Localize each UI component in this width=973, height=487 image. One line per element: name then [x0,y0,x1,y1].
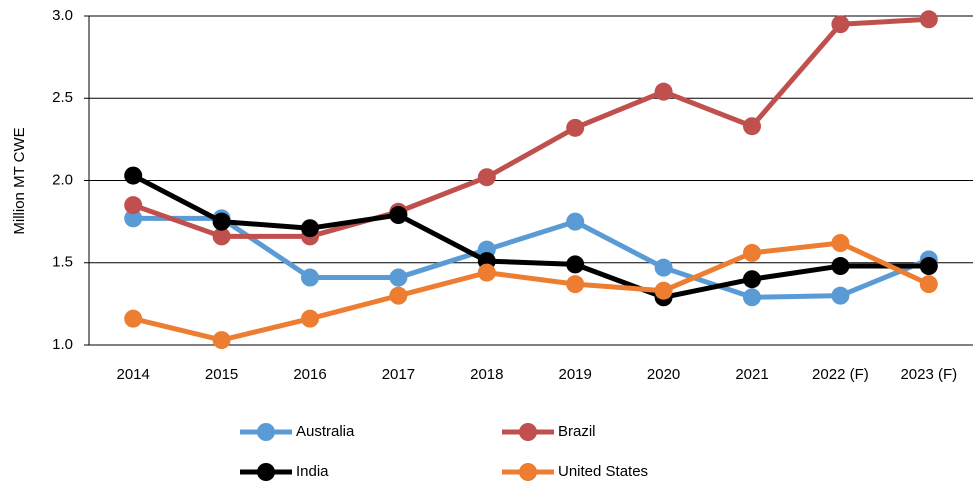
y-tick-label: 1.5 [52,254,73,271]
x-tick-label: 2017 [382,366,415,383]
marker [831,286,850,305]
y-tick-label: 3.0 [52,7,73,24]
y-tick-label: 1.0 [52,336,73,353]
marker [919,257,938,276]
legend-marker [257,463,275,481]
legend-label: Brazil [558,423,596,440]
marker [831,15,850,34]
marker [743,288,761,307]
y-tick-label: 2.5 [52,89,73,106]
marker [566,255,585,274]
marker [212,331,231,350]
marker [389,286,408,305]
marker [743,117,761,136]
x-tick-label: 2022 (F) [812,366,869,383]
legend-marker [519,463,537,481]
marker [301,219,319,238]
marker [654,281,673,300]
legend-marker [519,423,537,441]
legend-label: United States [558,463,648,480]
marker [124,166,143,185]
marker [743,243,761,262]
marker [301,309,319,328]
marker [654,258,673,277]
legend-label: Australia [296,423,355,440]
marker [212,227,231,246]
x-tick-label: 2015 [205,366,238,383]
legend-marker [257,423,275,441]
marker [477,263,496,282]
legend-label: India [296,463,329,480]
x-tick-label: 2023 (F) [900,366,957,383]
x-tick-label: 2020 [647,366,680,383]
marker [477,168,496,187]
marker [566,275,585,294]
x-tick-label: 2021 [735,366,768,383]
marker [124,196,143,215]
series-line [132,173,929,300]
marker [389,268,408,287]
y-axis-label: Million MT CWE [11,127,28,234]
marker [566,118,585,137]
marker [919,10,938,29]
y-tick-label: 2.0 [52,171,73,188]
x-tick-label: 2018 [470,366,503,383]
marker [124,209,143,228]
marker [566,212,585,231]
series-line [133,215,930,300]
marker [743,270,761,289]
marker [919,275,938,294]
series-line [132,240,930,343]
marker [831,234,850,253]
marker [654,82,673,101]
series-line [132,16,929,239]
marker [389,206,408,225]
marker [212,212,231,231]
marker [124,309,143,328]
x-tick-label: 2014 [117,366,150,383]
x-tick-label: 2016 [293,366,326,383]
x-tick-label: 2019 [559,366,592,383]
marker [831,257,850,276]
marker [301,268,319,287]
